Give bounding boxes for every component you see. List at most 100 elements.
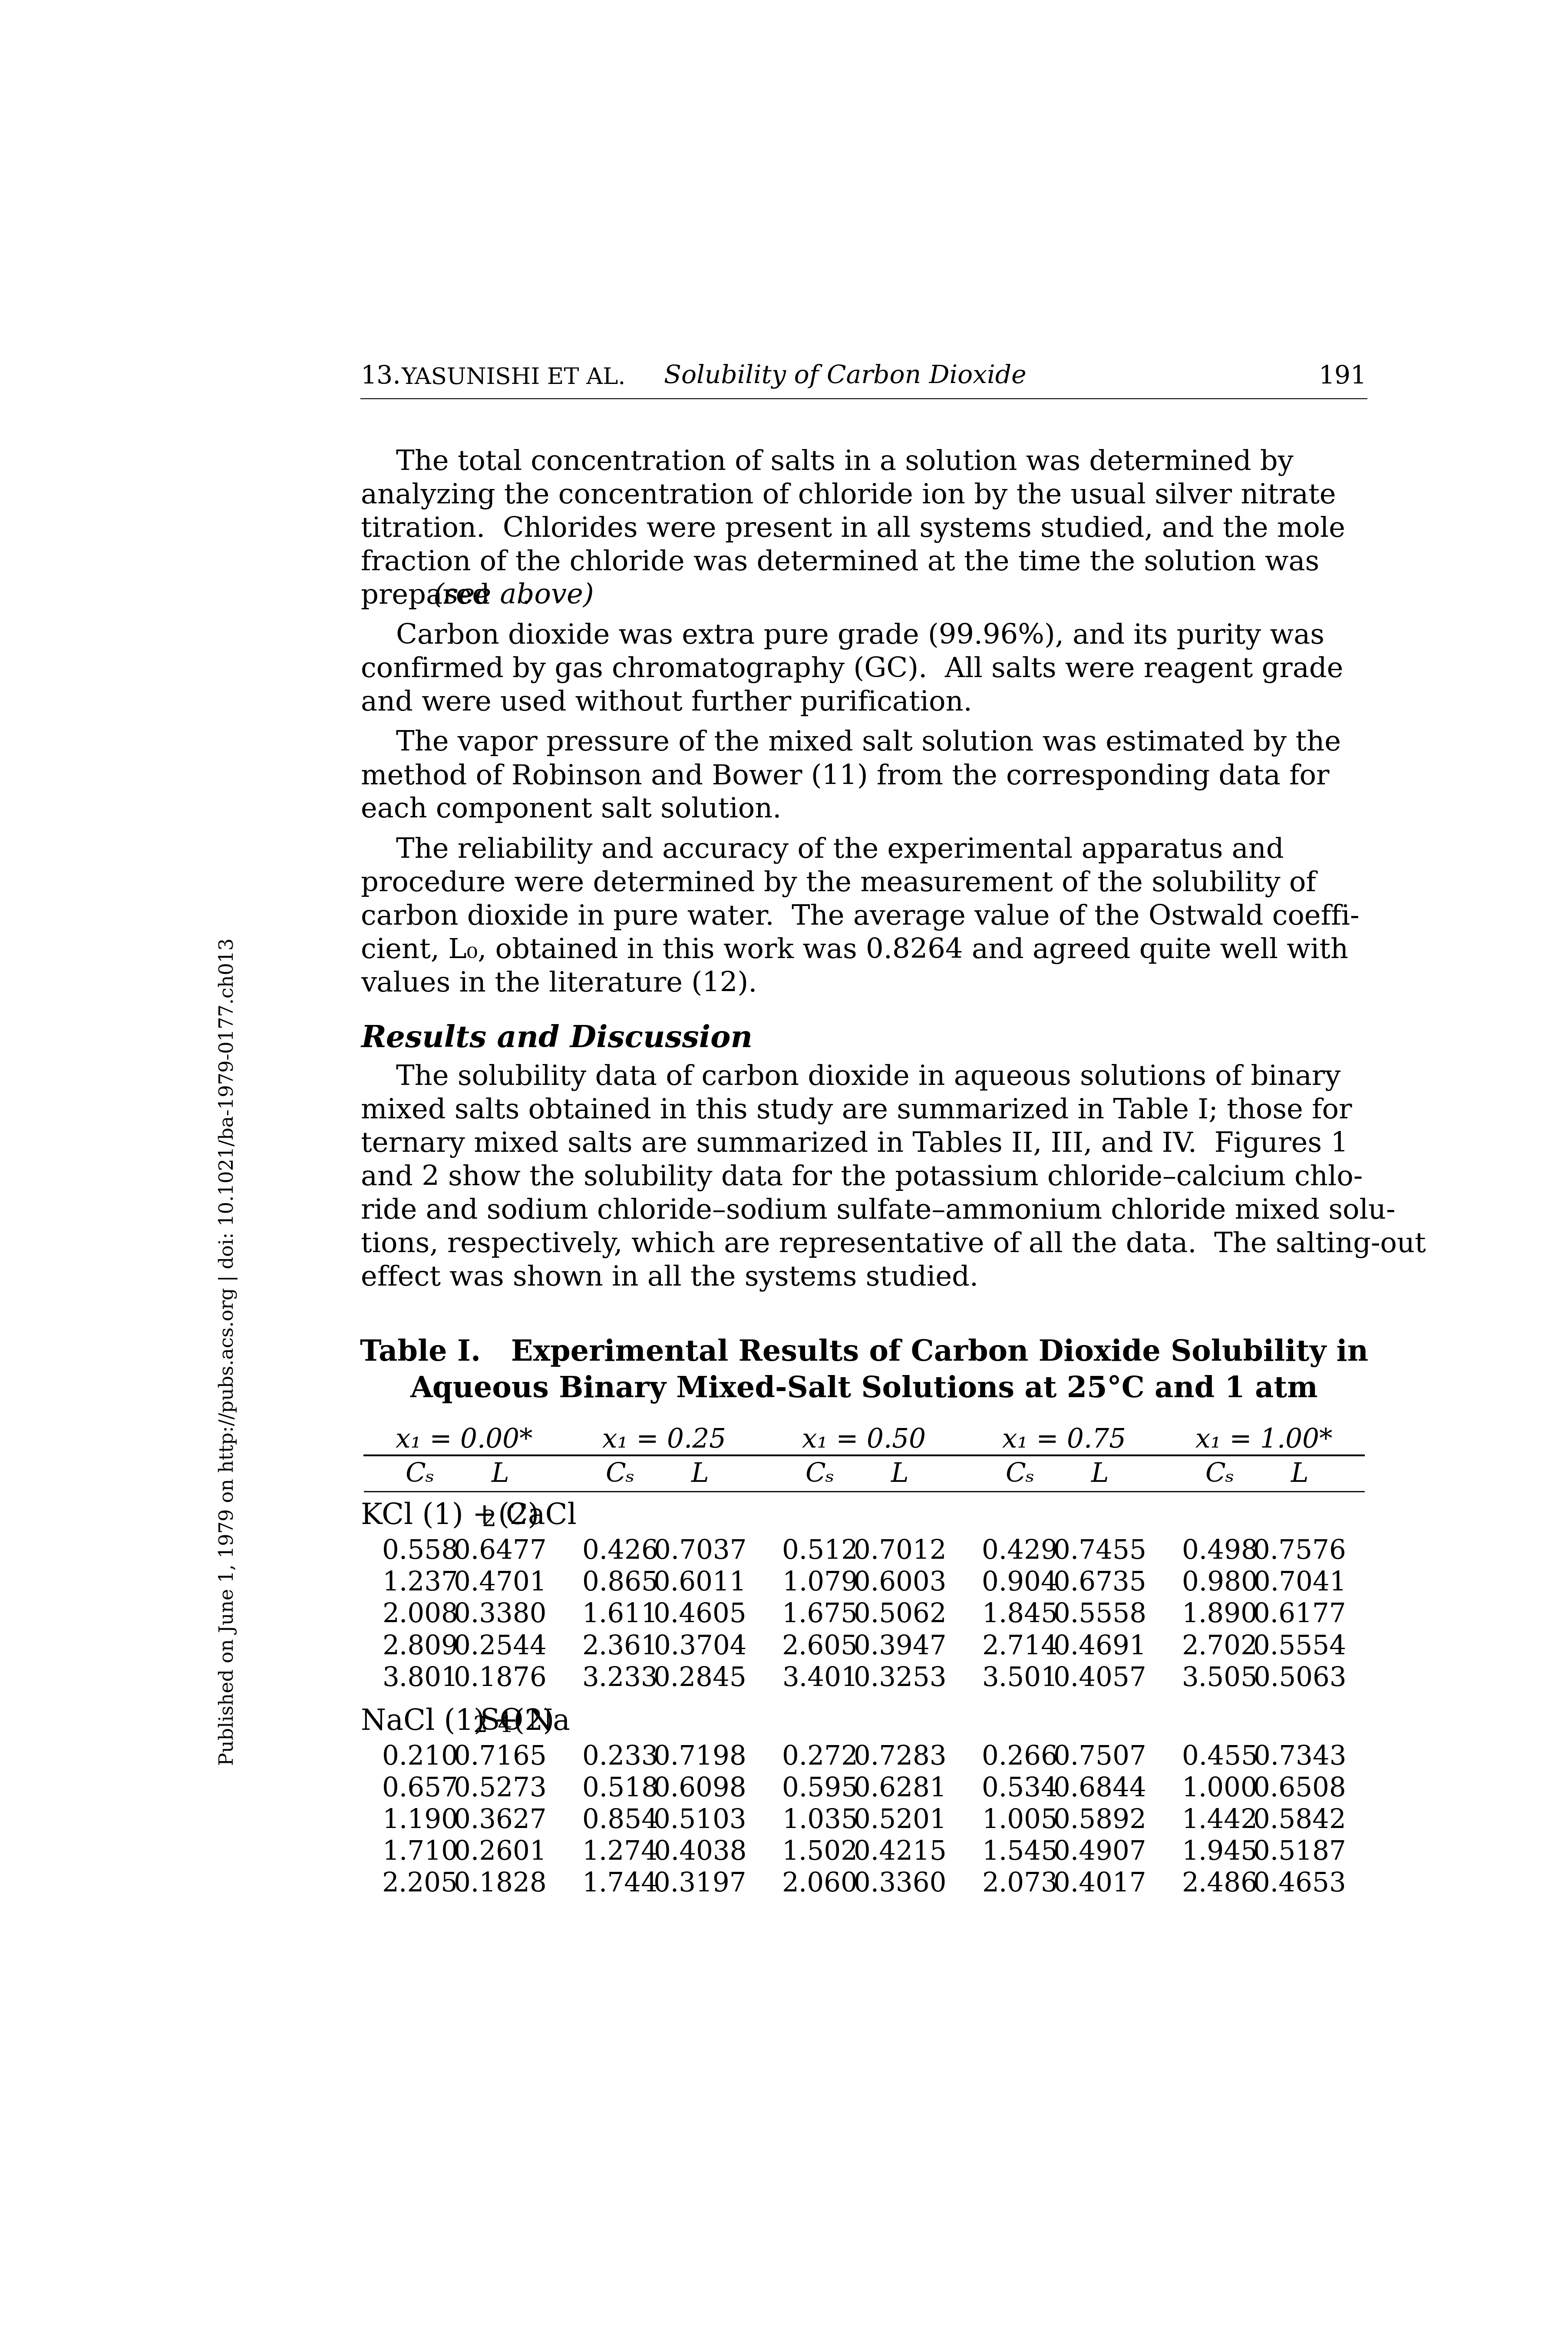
Text: analyzing the concentration of chloride ion by the usual silver nitrate: analyzing the concentration of chloride … (361, 481, 1336, 509)
Text: SO: SO (480, 1706, 524, 1734)
Text: 0.854: 0.854 (582, 1807, 659, 1833)
Text: 1.190: 1.190 (383, 1807, 458, 1833)
Text: 0.4017: 0.4017 (1054, 1871, 1146, 1896)
Text: 0.266: 0.266 (982, 1744, 1058, 1770)
Text: 0.4605: 0.4605 (654, 1603, 746, 1629)
Text: 0.6844: 0.6844 (1054, 1777, 1146, 1802)
Text: 2.714: 2.714 (982, 1634, 1058, 1659)
Text: 0.7198: 0.7198 (654, 1744, 746, 1770)
Text: (see above): (see above) (433, 582, 594, 610)
Text: and were used without further purification.: and were used without further purificati… (361, 690, 972, 716)
Text: cient, L₀, obtained in this work was 0.8264 and agreed quite well with: cient, L₀, obtained in this work was 0.8… (361, 936, 1348, 965)
Text: 2: 2 (474, 1716, 488, 1737)
Text: x₁ = 1.00*: x₁ = 1.00* (1195, 1427, 1333, 1453)
Text: x₁ = 0.25: x₁ = 0.25 (602, 1427, 726, 1453)
Text: 0.2544: 0.2544 (453, 1634, 547, 1659)
Text: Results and Discussion: Results and Discussion (361, 1023, 753, 1054)
Text: 2: 2 (481, 1509, 497, 1530)
Text: 0.272: 0.272 (782, 1744, 858, 1770)
Text: 0.7012: 0.7012 (853, 1537, 947, 1565)
Text: 0.3947: 0.3947 (853, 1634, 947, 1659)
Text: L: L (491, 1462, 510, 1488)
Text: 0.512: 0.512 (782, 1537, 858, 1565)
Text: 1.000: 1.000 (1182, 1777, 1258, 1802)
Text: 1.845: 1.845 (982, 1603, 1058, 1629)
Text: 0.6098: 0.6098 (654, 1777, 746, 1802)
Text: 0.7041: 0.7041 (1253, 1570, 1347, 1596)
Text: values in the literature (12).: values in the literature (12). (361, 972, 757, 997)
Text: ternary mixed salts are summarized in Tables II, III, and IV.  Figures 1: ternary mixed salts are summarized in Ta… (361, 1131, 1348, 1157)
Text: 1.744: 1.744 (582, 1871, 659, 1896)
Text: 1.502: 1.502 (782, 1840, 858, 1866)
Text: Published on June 1, 1979 on http://pubs.acs.org | doi: 10.1021/ba-1979-0177.ch0: Published on June 1, 1979 on http://pubs… (218, 939, 238, 1765)
Text: 0.1828: 0.1828 (453, 1871, 547, 1896)
Text: 1.035: 1.035 (782, 1807, 858, 1833)
Text: 0.2601: 0.2601 (453, 1840, 547, 1866)
Text: 0.4907: 0.4907 (1054, 1840, 1146, 1866)
Text: Cₛ: Cₛ (806, 1462, 834, 1488)
Text: (2): (2) (489, 1502, 539, 1530)
Text: Cₛ: Cₛ (1005, 1462, 1035, 1488)
Text: 0.426: 0.426 (582, 1537, 659, 1565)
Text: 1.611: 1.611 (582, 1603, 659, 1629)
Text: procedure were determined by the measurement of the solubility of: procedure were determined by the measure… (361, 871, 1316, 897)
Text: 0.518: 0.518 (582, 1777, 659, 1802)
Text: titration.  Chlorides were present in all systems studied, and the mole: titration. Chlorides were present in all… (361, 516, 1345, 542)
Text: 0.4215: 0.4215 (853, 1840, 947, 1866)
Text: 0.595: 0.595 (782, 1777, 858, 1802)
Text: x₁ = 0.75: x₁ = 0.75 (1002, 1427, 1126, 1453)
Text: 0.455: 0.455 (1182, 1744, 1258, 1770)
Text: Aqueous Binary Mixed-Salt Solutions at 25°C and 1 atm: Aqueous Binary Mixed-Salt Solutions at 2… (411, 1375, 1319, 1404)
Text: 2.008: 2.008 (383, 1603, 458, 1629)
Text: 0.4057: 0.4057 (1054, 1666, 1146, 1692)
Text: 3.501: 3.501 (982, 1666, 1058, 1692)
Text: L: L (691, 1462, 709, 1488)
Text: 0.7037: 0.7037 (654, 1537, 746, 1565)
Text: 0.7343: 0.7343 (1253, 1744, 1347, 1770)
Text: (2): (2) (505, 1706, 555, 1734)
Text: 1.710: 1.710 (383, 1840, 458, 1866)
Text: 0.657: 0.657 (383, 1777, 458, 1802)
Text: 0.3197: 0.3197 (654, 1871, 746, 1896)
Text: 13.: 13. (361, 364, 401, 390)
Text: 0.5892: 0.5892 (1054, 1807, 1146, 1833)
Text: 1.890: 1.890 (1182, 1603, 1258, 1629)
Text: L: L (891, 1462, 909, 1488)
Text: Cₛ: Cₛ (406, 1462, 434, 1488)
Text: 3.401: 3.401 (782, 1666, 858, 1692)
Text: The solubility data of carbon dioxide in aqueous solutions of binary: The solubility data of carbon dioxide in… (361, 1063, 1341, 1091)
Text: 1.274: 1.274 (582, 1840, 659, 1866)
Text: 2.361: 2.361 (582, 1634, 659, 1659)
Text: The reliability and accuracy of the experimental apparatus and: The reliability and accuracy of the expe… (361, 838, 1284, 864)
Text: 0.5554: 0.5554 (1253, 1634, 1347, 1659)
Text: effect was shown in all the systems studied.: effect was shown in all the systems stud… (361, 1265, 978, 1291)
Text: 0.7165: 0.7165 (453, 1744, 547, 1770)
Text: 0.210: 0.210 (383, 1744, 458, 1770)
Text: L: L (1290, 1462, 1309, 1488)
Text: 3.801: 3.801 (383, 1666, 458, 1692)
Text: 2.060: 2.060 (782, 1871, 858, 1896)
Text: method of Robinson and Bower (11) from the corresponding data for: method of Robinson and Bower (11) from t… (361, 763, 1330, 791)
Text: 4: 4 (497, 1716, 511, 1737)
Text: each component salt solution.: each component salt solution. (361, 796, 781, 824)
Text: 1.545: 1.545 (982, 1840, 1058, 1866)
Text: Cₛ: Cₛ (605, 1462, 635, 1488)
Text: 0.5062: 0.5062 (853, 1603, 947, 1629)
Text: 0.4691: 0.4691 (1054, 1634, 1146, 1659)
Text: 0.3360: 0.3360 (853, 1871, 947, 1896)
Text: 0.5063: 0.5063 (1253, 1666, 1347, 1692)
Text: KCl (1) + CaCl: KCl (1) + CaCl (361, 1502, 577, 1530)
Text: 0.498: 0.498 (1182, 1537, 1258, 1565)
Text: The total concentration of salts in a solution was determined by: The total concentration of salts in a so… (361, 448, 1294, 476)
Text: Cₛ: Cₛ (1206, 1462, 1234, 1488)
Text: 0.7576: 0.7576 (1253, 1537, 1347, 1565)
Text: 3.233: 3.233 (582, 1666, 659, 1692)
Text: confirmed by gas chromatography (GC).  All salts were reagent grade: confirmed by gas chromatography (GC). Al… (361, 657, 1344, 683)
Text: 0.5273: 0.5273 (453, 1777, 547, 1802)
Text: 0.7507: 0.7507 (1054, 1744, 1146, 1770)
Text: NaCl (1) + Na: NaCl (1) + Na (361, 1706, 571, 1734)
Text: 2.486: 2.486 (1182, 1871, 1258, 1896)
Text: 191: 191 (1319, 364, 1367, 390)
Text: 2.702: 2.702 (1182, 1634, 1258, 1659)
Text: 0.6003: 0.6003 (853, 1570, 947, 1596)
